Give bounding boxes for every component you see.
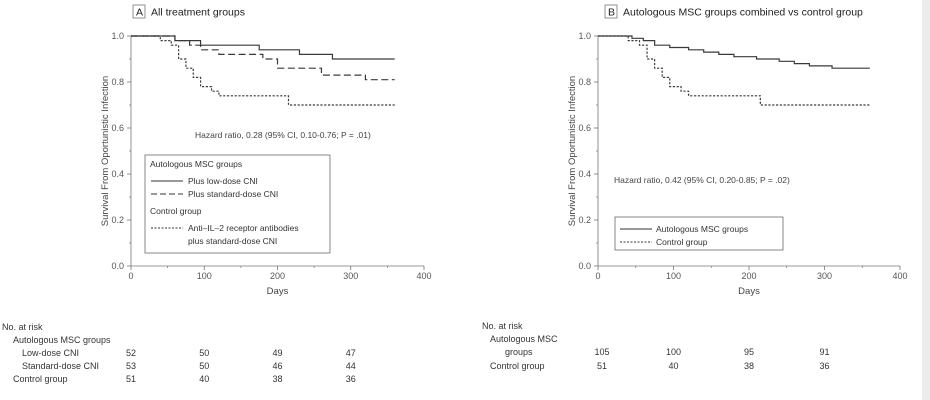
risk-row-label: Control group [13,374,68,384]
x-tick-label: 400 [416,271,431,281]
legend-entry-control-2: plus standard-dose CNI [188,236,277,246]
panel-b-axes: 0.0 0.2 0.4 0.6 0.8 1.0 0 100 200 300 400 Days Survi… [567,31,908,297]
y-tick-label: 0.6 [111,123,124,133]
y-axis-label: Survival From Oportunistic Infection [567,76,578,226]
y-tick-label: 0.2 [578,215,591,225]
legend-entry-standard-dose: Plus standard-dose CNI [188,189,278,199]
panel-b-risk-table: No. at risk Autologous MSC groups Contro… [482,321,830,371]
risk-value: 100 [666,347,681,357]
x-axis-label: Days [738,286,760,297]
risk-row-label: Low-dose CNI [22,348,79,358]
panel-a-legend: Autologous MSC groups Plus low-dose CNI … [144,154,331,254]
panel-a-legend-box [144,154,331,254]
risk-row-label: Standard-dose CNI [22,361,99,371]
y-tick-label: 1.0 [111,31,124,41]
y-tick-label: 0.4 [578,169,591,179]
risk-value: 36 [346,374,356,384]
risk-value: 40 [668,361,678,371]
panel-b-risk-values: 105 100 95 91 51 40 38 36 [594,347,829,371]
risk-row-label: Autologous MSC [490,334,558,344]
panel-a: A All treatment groups 0.0 0.2 0.4 0.6 0.8 1.… [2,4,432,384]
y-tick-label: 0.2 [111,215,124,225]
y-tick-label: 0.4 [111,169,124,179]
risk-value: 51 [597,361,607,371]
panel-a-risk-table: No. at risk Autologous MSC groups Low-do… [2,322,356,384]
x-tick-label: 200 [741,271,756,281]
risk-value: 50 [199,348,209,358]
risk-value: 36 [819,361,829,371]
y-tick-label: 0.0 [111,261,124,271]
panel-b-letter: B [608,7,615,19]
x-tick-label: 0 [128,271,133,281]
legend-group1-title: Autologous MSC groups [150,159,242,169]
x-tick-label: 200 [270,271,285,281]
x-tick-label: 0 [595,271,600,281]
legend-entry-low-dose: Plus low-dose CNI [188,176,258,186]
series-line-dotted [598,35,870,106]
y-tick-label: 0.8 [578,77,591,87]
panel-a-letter: A [136,7,143,19]
legend-entry-control: Control group [656,237,708,247]
risk-value: 49 [272,348,282,358]
risk-value: 51 [126,374,136,384]
risk-title-b: No. at risk [482,321,523,331]
risk-value: 52 [126,348,136,358]
series-line-dashed [131,35,395,81]
panel-b-legend-box [614,216,784,251]
y-tick-label: 1.0 [578,31,591,41]
panel-a-title: All treatment groups [151,7,245,19]
x-tick-label: 400 [892,271,907,281]
risk-row-label: groups [505,347,533,357]
legend-group2-title: Control group [150,206,202,216]
panel-a-letter-box [132,4,146,19]
x-tick-label: 100 [666,271,681,281]
risk-value: 38 [744,361,754,371]
risk-value: 53 [126,361,136,371]
x-tick-label: 300 [817,271,832,281]
panel-b: B Autologous MSC groups combined vs cont… [482,4,908,371]
risk-value: 105 [594,347,609,357]
series-line-solid [598,35,870,69]
panel-a-hazard-ratio: Hazard ratio, 0.28 (95% CI, 0.10-0.76; P… [195,130,371,140]
risk-value: 44 [346,361,356,371]
panel-a-axes: 0.0 0.2 0.4 0.6 0.8 1.0 0 100 200 300 400 Days Survi… [100,31,432,297]
panel-b-letter-box [604,4,618,19]
panel-a-lines [131,35,395,106]
legend-entry-control-1: Anti–IL–2 receptor antibodies [188,223,299,233]
risk-row-label: Control group [490,361,545,371]
y-tick-label: 0.0 [578,261,591,271]
scrollbar-track[interactable] [922,0,930,400]
y-axis-label: Survival From Oportunistic Infection [100,76,111,226]
risk-title-a: No. at risk [2,322,43,332]
risk-value: 95 [744,347,754,357]
risk-value: 38 [272,374,282,384]
series-line-dotted [131,35,395,106]
panel-b-legend: Autologous MSC groups Control group [614,216,784,251]
risk-value: 91 [819,347,829,357]
panel-a-risk-values: 52 50 49 47 53 50 46 44 51 40 38 36 [126,348,356,384]
risk-value: 40 [199,374,209,384]
x-tick-label: 300 [343,271,358,281]
legend-entry-msc: Autologous MSC groups [656,224,748,234]
panel-b-lines [598,35,870,106]
x-tick-label: 100 [197,271,212,281]
risk-group-a: Autologous MSC groups [13,335,111,345]
y-tick-label: 0.6 [578,123,591,133]
risk-value: 46 [272,361,282,371]
panel-b-hazard-ratio: Hazard ratio, 0.42 (95% CI, 0.20-0.85; P… [614,175,790,185]
panel-b-title: Autologous MSC groups combined vs contro… [623,7,863,19]
y-tick-label: 0.8 [111,77,124,87]
risk-value: 50 [199,361,209,371]
risk-value: 47 [346,348,356,358]
x-axis-label: Days [267,286,289,297]
